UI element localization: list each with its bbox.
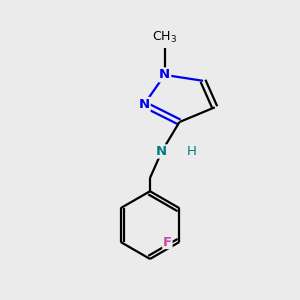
Text: CH$_3$: CH$_3$	[152, 30, 177, 46]
Text: N: N	[139, 98, 150, 111]
Text: N: N	[156, 145, 167, 158]
Text: H: H	[186, 145, 196, 158]
Text: F: F	[163, 236, 172, 248]
Text: N: N	[159, 68, 170, 81]
